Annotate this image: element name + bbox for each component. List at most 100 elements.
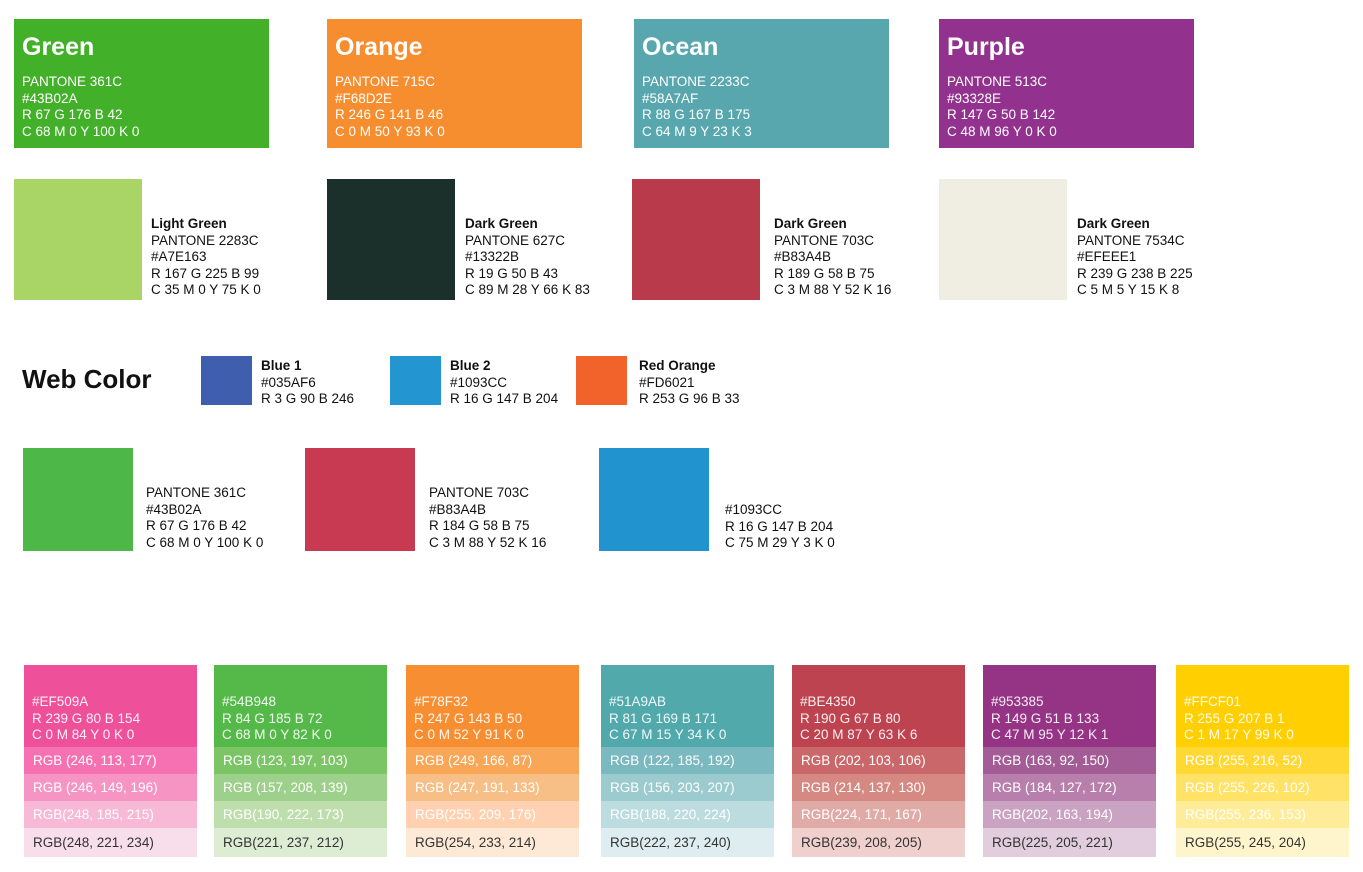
palette-base-spec: #953385 R 149 G 51 B 133 C 47 M 95 Y 12 …: [991, 694, 1108, 744]
hex-code: #BE4350: [800, 694, 856, 709]
palette-tint: RGB (247, 191, 133): [406, 774, 579, 801]
palette-green: #54B948 R 84 G 185 B 72 C 68 M 0 Y 82 K …: [214, 665, 387, 857]
cmyk-value: C 0 M 52 Y 91 K 0: [414, 727, 524, 742]
color-name: Dark Green: [774, 216, 847, 231]
rgb-value: R 84 G 185 B 72: [222, 710, 323, 726]
primary-swatch-purple: Purple PANTONE 513C #93328E R 147 G 50 B…: [939, 19, 1194, 148]
rgb-value: R 239 G 238 B 225: [1077, 265, 1193, 281]
web-swatch-blue-2: [390, 356, 441, 405]
palette-tint: RGB (163, 92, 150): [983, 747, 1156, 774]
color-spec: PANTONE 513C #93328E R 147 G 50 B 142 C …: [947, 74, 1057, 140]
palette-tint: RGB (246, 149, 196): [24, 774, 197, 801]
color-name: Red Orange: [639, 358, 716, 373]
web-spec-blue-2: Blue 2 #1093CC R 16 G 147 B 204: [450, 358, 558, 408]
hex-code: #54B948: [222, 694, 277, 709]
hex-code: #B83A4B: [774, 249, 832, 264]
palette-tint: RGB(221, 237, 212): [214, 828, 387, 857]
rgb-value: R 67 G 176 B 42: [22, 107, 123, 122]
hex-code: #1093CC: [450, 374, 508, 390]
palette-tint: RGB (246, 113, 177): [24, 747, 197, 774]
rgb-value: R 184 G 58 B 75: [429, 518, 530, 533]
cmyk-value: C 3 M 88 Y 52 K 16: [429, 534, 547, 550]
hex-code: #1093CC: [725, 502, 783, 517]
palette-tint: RGB (202, 103, 106): [792, 747, 965, 774]
cmyk-value: C 48 M 96 Y 0 K 0: [947, 123, 1057, 139]
cmyk-value: C 64 M 9 Y 23 K 3: [642, 123, 752, 139]
hex-code: #13322B: [465, 249, 520, 264]
palette-tint: RGB(239, 208, 205): [792, 828, 965, 857]
web-spec-red-orange: Red Orange #FD6021 R 253 G 96 B 33: [639, 358, 740, 408]
palette-tint: RGB(255, 236, 153): [1176, 801, 1349, 828]
rgb-value: R 247 G 143 B 50: [414, 710, 523, 726]
hex-code: #EF509A: [32, 694, 89, 709]
hex-code: #FD6021: [639, 374, 695, 390]
primary-swatch-orange: Orange PANTONE 715C #F68D2E R 246 G 141 …: [327, 19, 582, 148]
palette-purple: #953385 R 149 G 51 B 133 C 47 M 95 Y 12 …: [983, 665, 1156, 857]
palette-tint: RGB (123, 197, 103): [214, 747, 387, 774]
palette-base-spec: #BE4350 R 190 G 67 B 80 C 20 M 87 Y 63 K…: [800, 694, 917, 744]
color-spec: PANTONE 361C #43B02A R 67 G 176 B 42 C 6…: [22, 74, 139, 140]
rgb-value: R 190 G 67 B 80: [800, 710, 901, 726]
palette-tint: RGB (214, 137, 130): [792, 774, 965, 801]
palette-base: #BE4350 R 190 G 67 B 80 C 20 M 87 Y 63 K…: [792, 665, 965, 747]
cmyk-value: C 47 M 95 Y 12 K 1: [991, 727, 1109, 742]
palette-base-spec: #FFCF01 R 255 G 207 B 1 C 1 M 17 Y 99 K …: [1184, 694, 1294, 744]
color-name: Blue 1: [261, 358, 302, 373]
hex-code: #F68D2E: [335, 90, 393, 106]
palette-tint: RGB(222, 237, 240): [601, 828, 774, 857]
palette-base: #54B948 R 84 G 185 B 72 C 68 M 0 Y 82 K …: [214, 665, 387, 747]
color-name: Green: [22, 33, 95, 61]
rgb-value: R 167 G 225 B 99: [151, 265, 260, 281]
palette-teal: #51A9AB R 81 G 169 B 171 C 67 M 15 Y 34 …: [601, 665, 774, 857]
rgb-value: R 147 G 50 B 142: [947, 107, 1056, 122]
rgb-value: R 67 G 176 B 42: [146, 518, 247, 533]
hex-code: #51A9AB: [609, 694, 667, 709]
primary-swatch-green: Green PANTONE 361C #43B02A R 67 G 176 B …: [14, 19, 269, 148]
palette-tint: RGB(225, 205, 221): [983, 828, 1156, 857]
hex-code: #953385: [991, 694, 1044, 709]
palette-base-spec: #F78F32 R 247 G 143 B 50 C 0 M 52 Y 91 K…: [414, 694, 524, 744]
pantone-code: PANTONE 361C: [22, 74, 123, 89]
color-name: Dark Green: [1077, 216, 1150, 231]
spec-blue-alt: #1093CC R 16 G 147 B 204 C 75 M 29 Y 3 K…: [725, 502, 835, 552]
cmyk-value: C 35 M 0 Y 75 K 0: [151, 282, 261, 297]
pantone-code: PANTONE 715C: [335, 74, 436, 89]
cmyk-value: C 68 M 0 Y 100 K 0: [22, 123, 140, 139]
rgb-value: R 239 G 80 B 154: [32, 710, 141, 726]
palette-tint: RGB (122, 185, 192): [601, 747, 774, 774]
rgb-value: R 81 G 169 B 171: [609, 710, 718, 726]
palette-base-spec: #54B948 R 84 G 185 B 72 C 68 M 0 Y 82 K …: [222, 694, 332, 744]
secondary-spec-red: Dark Green PANTONE 703C #B83A4B R 189 G …: [774, 216, 891, 299]
cmyk-value: C 68 M 0 Y 100 K 0: [146, 534, 264, 550]
cmyk-value: C 5 M 5 Y 15 K 8: [1077, 282, 1180, 297]
pantone-code: PANTONE 361C: [146, 485, 247, 500]
palette-tint: RGB (249, 166, 87): [406, 747, 579, 774]
palette-base: #EF509A R 239 G 80 B 154 C 0 M 84 Y 0 K …: [24, 665, 197, 747]
web-spec-blue-1: Blue 1 #035AF6 R 3 G 90 B 246: [261, 358, 354, 408]
palette-tint: RGB (157, 208, 139): [214, 774, 387, 801]
palette-tint: RGB(248, 221, 234): [24, 828, 197, 857]
pantone-code: PANTONE 7534C: [1077, 232, 1185, 248]
swatch-green-alt: [23, 448, 133, 551]
palette-tint: RGB (255, 226, 102): [1176, 774, 1349, 801]
swatch-blue-alt: [599, 448, 709, 551]
color-name: Light Green: [151, 216, 227, 231]
palette-tint: RGB(255, 245, 204): [1176, 828, 1349, 857]
hex-code: #F78F32: [414, 694, 469, 709]
color-name: Dark Green: [465, 216, 538, 231]
pantone-code: PANTONE 703C: [774, 232, 875, 248]
cmyk-value: C 89 M 28 Y 66 K 83: [465, 282, 590, 297]
color-name: Blue 2: [450, 358, 491, 373]
rgb-value: R 88 G 167 B 175: [642, 107, 751, 122]
spec-green-alt: PANTONE 361C #43B02A R 67 G 176 B 42 C 6…: [146, 485, 263, 551]
cmyk-value: C 3 M 88 Y 52 K 16: [774, 282, 892, 297]
web-swatch-blue-1: [201, 356, 252, 405]
palette-base: #51A9AB R 81 G 169 B 171 C 67 M 15 Y 34 …: [601, 665, 774, 747]
hex-code: #43B02A: [22, 90, 78, 106]
pantone-code: PANTONE 2283C: [151, 232, 259, 248]
palette-base: #F78F32 R 247 G 143 B 50 C 0 M 52 Y 91 K…: [406, 665, 579, 747]
hex-code: #FFCF01: [1184, 694, 1242, 709]
palette-base: #FFCF01 R 255 G 207 B 1 C 1 M 17 Y 99 K …: [1176, 665, 1349, 747]
palette-tint: RGB(202, 163, 194): [983, 801, 1156, 828]
secondary-spec-dark-green: Dark Green PANTONE 627C #13322B R 19 G 5…: [465, 216, 590, 299]
